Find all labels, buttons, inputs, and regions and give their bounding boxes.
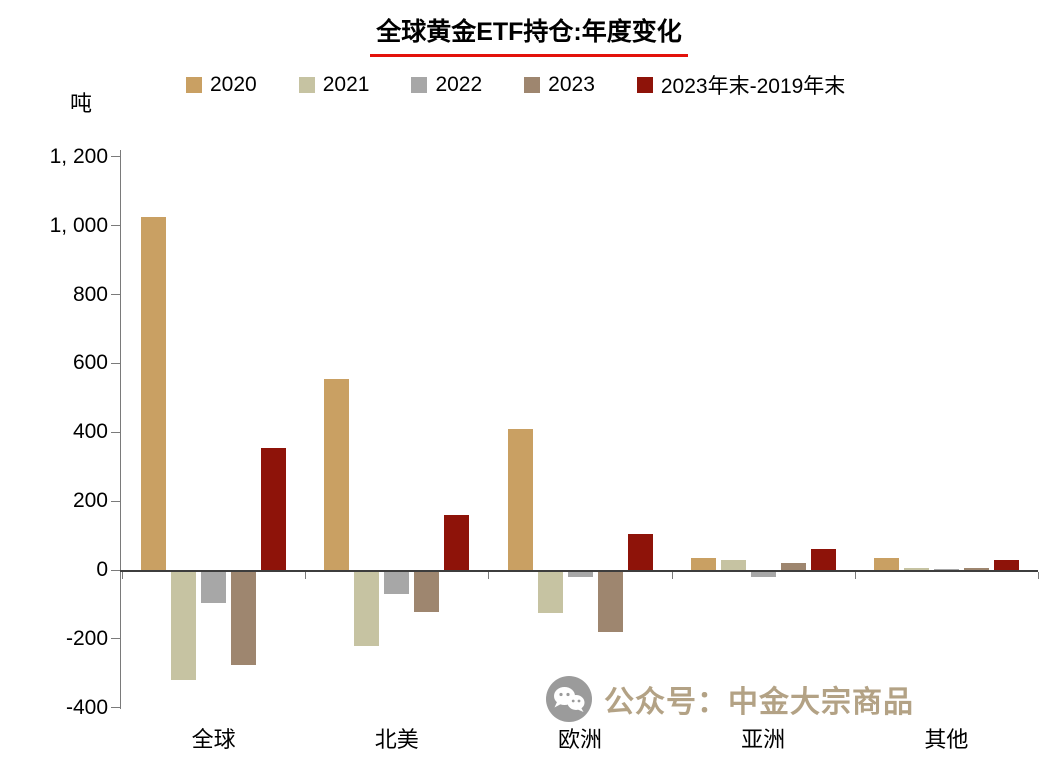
legend-label: 2021 <box>322 73 370 96</box>
y-tick-mark <box>111 225 120 227</box>
y-tick-mark <box>111 707 120 709</box>
bar-2023年末-2019年末-亚洲 <box>810 549 836 570</box>
legend-label: 2020 <box>210 73 257 96</box>
watermark-text: 公众号：中金大宗商品 <box>604 686 914 719</box>
y-tick-mark <box>111 431 120 433</box>
bar-2021-其他 <box>903 568 929 570</box>
y-tick-mark <box>111 638 120 640</box>
category-label-其他: 其他 <box>924 727 969 752</box>
legend-item: 2022 <box>411 73 482 97</box>
chart-title: 全球黄金ETF持仓:年度变化 <box>370 12 688 57</box>
category-label-亚洲: 亚洲 <box>741 727 786 752</box>
x-tick-mark <box>122 572 123 579</box>
y-axis-line <box>120 150 121 709</box>
x-tick-mark <box>671 572 673 579</box>
y-tick-label: 0 <box>96 558 108 581</box>
y-tick-label: -200 <box>65 626 108 650</box>
bar-2020-其他 <box>873 557 899 570</box>
y-tick-label: 1, 200 <box>49 144 108 168</box>
bar-2020-全球 <box>141 217 167 570</box>
bar-2021-亚洲 <box>720 559 746 570</box>
wechat-icon <box>546 676 592 722</box>
legend-item: 2023年末-2019年末 <box>636 70 846 100</box>
bar-2022-亚洲 <box>750 572 776 578</box>
watermark: 公众号：中金大宗商品 <box>546 676 914 722</box>
chart-title-wrap: 全球黄金ETF持仓:年度变化 <box>0 12 1058 57</box>
legend-label: 2023年末-2019年末 <box>660 75 846 98</box>
bar-2023年末-2019年末-其他 <box>993 559 1019 570</box>
bar-2023年末-2019年末-北美 <box>444 514 470 570</box>
y-tick-label: -400 <box>65 695 108 719</box>
legend-label: 2022 <box>435 73 483 96</box>
bar-2023-北美 <box>414 572 440 612</box>
legend-swatch <box>186 77 202 93</box>
bar-2021-全球 <box>171 572 197 681</box>
legend-item: 2020 <box>186 73 257 97</box>
y-tick-mark <box>111 156 120 158</box>
bar-2021-北美 <box>354 572 380 647</box>
x-tick-mark <box>488 572 490 579</box>
legend-label: 2023 <box>548 73 595 96</box>
y-tick-mark <box>111 294 120 295</box>
y-tick-mark <box>111 500 120 502</box>
legend-swatch <box>636 77 653 93</box>
legend-item: 2023 <box>524 73 595 97</box>
bar-2023-全球 <box>231 572 257 665</box>
bar-2022-全球 <box>201 572 227 603</box>
bar-2022-其他 <box>933 568 959 570</box>
y-tick-label: 200 <box>72 489 108 513</box>
y-tick-mark <box>111 569 120 571</box>
legend-item: 2021 <box>298 73 370 97</box>
y-tick-label: 800 <box>72 282 108 306</box>
bar-2020-欧洲 <box>507 428 533 570</box>
y-tick-label: 400 <box>72 420 108 444</box>
y-tick-label: 1, 000 <box>49 213 108 237</box>
x-tick-mark <box>305 572 307 579</box>
y-axis-unit-label: 吨 <box>70 91 93 116</box>
y-tick-mark <box>111 362 120 364</box>
category-label-北美: 北美 <box>374 727 419 752</box>
bar-2023-欧洲 <box>597 572 623 633</box>
bar-2022-北美 <box>384 572 410 595</box>
category-label-全球: 全球 <box>191 727 236 752</box>
bar-2022-欧洲 <box>567 572 593 578</box>
legend-swatch <box>298 77 315 93</box>
x-tick-mark <box>854 572 856 579</box>
category-label-欧洲: 欧洲 <box>557 727 602 752</box>
bar-2023年末-2019年末-欧洲 <box>627 533 653 570</box>
y-tick-label: 600 <box>72 351 108 375</box>
bar-2020-北美 <box>324 378 350 570</box>
bar-2020-亚洲 <box>690 557 716 570</box>
bar-2023年末-2019年末-全球 <box>261 447 287 570</box>
legend: 2020 2021 2022 2023 2023年末-2019年末 <box>186 70 845 100</box>
x-tick-mark <box>1038 572 1039 579</box>
legend-swatch <box>524 77 541 93</box>
bar-2023-亚洲 <box>780 563 806 570</box>
bar-2021-欧洲 <box>537 572 563 614</box>
legend-swatch <box>411 77 428 93</box>
zero-baseline <box>120 570 1038 572</box>
bar-2023-其他 <box>963 568 989 570</box>
